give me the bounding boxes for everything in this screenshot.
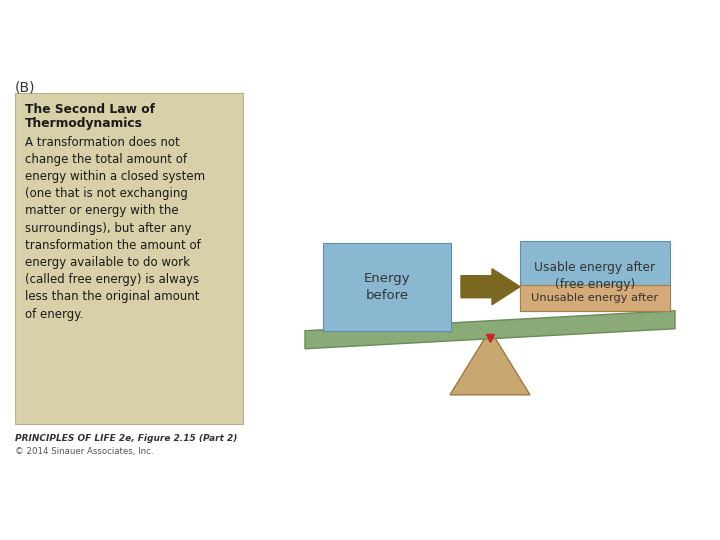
Polygon shape <box>305 310 675 349</box>
Text: Energy
before: Energy before <box>364 272 410 302</box>
Text: Figure 2.15  The Laws of Thermodynamics (Part 2): Figure 2.15 The Laws of Thermodynamics (… <box>6 5 374 20</box>
Text: Usable energy after
(free energy): Usable energy after (free energy) <box>534 261 656 291</box>
FancyBboxPatch shape <box>520 285 670 310</box>
Text: PRINCIPLES OF LIFE 2e, Figure 2.15 (Part 2): PRINCIPLES OF LIFE 2e, Figure 2.15 (Part… <box>15 434 238 443</box>
Text: © 2014 Sinauer Associates, Inc.: © 2014 Sinauer Associates, Inc. <box>15 447 153 456</box>
FancyBboxPatch shape <box>520 241 670 310</box>
Text: (B): (B) <box>15 80 35 94</box>
Text: The Second Law of: The Second Law of <box>25 104 155 117</box>
FancyBboxPatch shape <box>15 93 243 424</box>
Polygon shape <box>450 330 530 395</box>
Text: Thermodynamics: Thermodynamics <box>25 118 143 131</box>
FancyArrow shape <box>461 269 520 305</box>
FancyBboxPatch shape <box>323 242 451 330</box>
Text: A transformation does not
change the total amount of
energy within a closed syst: A transformation does not change the tot… <box>25 136 205 321</box>
Text: Unusable energy after: Unusable energy after <box>531 293 659 303</box>
